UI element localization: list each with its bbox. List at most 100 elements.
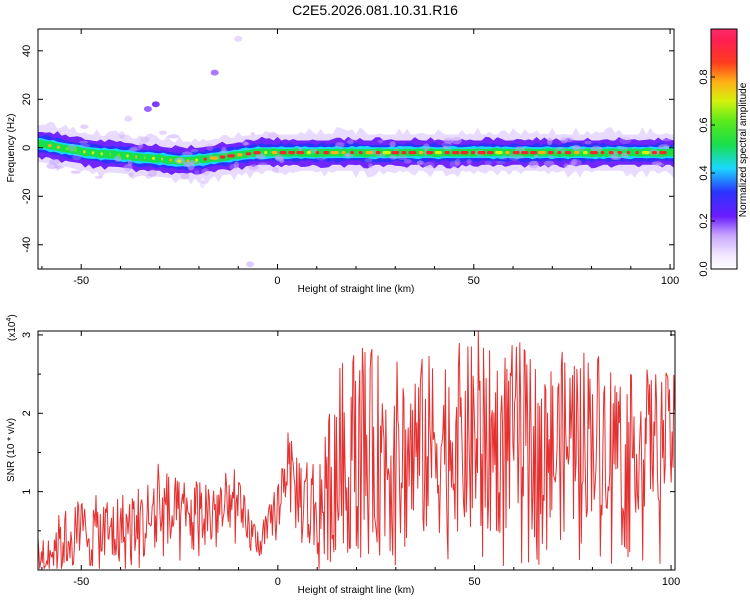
y-tick-label: 2 <box>21 410 33 416</box>
spectral-speckle <box>219 149 229 156</box>
colorbar-tick-label: 0.2 <box>698 213 710 228</box>
spectral-speckle <box>651 161 663 166</box>
spectral-speckle <box>167 134 180 139</box>
amplitude-peak-mark <box>350 151 354 155</box>
spectral-speckle <box>658 144 670 150</box>
spectral-speckle <box>466 158 472 166</box>
spectral-feature <box>143 106 152 112</box>
spectral-speckle <box>345 153 350 158</box>
spectral-speckle <box>443 137 454 144</box>
colorbar-label: Normalized spectral amplitude <box>738 82 749 217</box>
spectral-speckle <box>544 160 555 167</box>
spectral-speckle <box>127 159 133 166</box>
amplitude-peak-mark <box>375 151 381 155</box>
amplitude-peak-mark <box>83 150 86 154</box>
y-tick-label: -40 <box>21 237 33 253</box>
amplitude-peak-mark <box>382 151 391 155</box>
amplitude-peak-mark <box>143 156 146 160</box>
chart-title: C2E5.2026.081.10.31.R16 <box>292 2 458 18</box>
colorbar-tick-label: 0.4 <box>698 165 710 180</box>
spectral-speckle <box>345 152 351 158</box>
y-tick-label: 3 <box>21 332 33 338</box>
spectral-speckle <box>584 140 592 145</box>
amplitude-peak-mark <box>109 152 112 156</box>
spectral-speckle <box>572 144 581 151</box>
spectral-speckle <box>271 167 279 173</box>
amplitude-peak-mark <box>582 151 588 155</box>
spectral-speckle <box>200 180 207 184</box>
spectral-speckle <box>128 172 134 177</box>
spectral-speckle <box>194 169 200 176</box>
amplitude-peak-mark <box>74 148 77 152</box>
colorbar-tick-label: 0.8 <box>698 69 710 84</box>
amplitude-peak-mark <box>391 151 400 155</box>
amplitude-peak-mark <box>444 151 450 155</box>
spectral-speckle <box>201 168 210 176</box>
amplitude-peak-mark <box>245 152 252 156</box>
amplitude-peak-mark <box>495 151 503 155</box>
spectral-speckle <box>347 139 354 145</box>
spectral-speckle <box>233 161 239 169</box>
spectral-speckle <box>389 154 397 160</box>
amplitude-peak-mark <box>530 151 537 155</box>
amplitude-peak-mark <box>161 157 163 161</box>
spectral-speckle <box>416 160 424 165</box>
snr-x-ticks: -50 0 50 100 <box>41 331 680 588</box>
amplitude-peak-mark <box>435 151 442 155</box>
amplitude-peak-mark <box>210 156 218 160</box>
spectral-speckle <box>206 143 214 151</box>
amplitude-peak-mark <box>600 151 605 155</box>
spectral-speckle <box>611 156 621 160</box>
spectral-speckle <box>454 159 461 166</box>
spectral-speckle <box>534 154 539 158</box>
spectral-speckle <box>423 162 435 169</box>
y-tick-label: 40 <box>21 45 33 57</box>
spectral-speckle <box>508 153 521 161</box>
spectral-speckle <box>148 169 157 177</box>
spectral-speckle <box>573 146 585 153</box>
snr-scale-label: (x104) <box>6 314 18 341</box>
spectral-speckle <box>159 130 167 135</box>
spectral-speckle <box>123 164 133 172</box>
spectral-speckle <box>190 149 199 153</box>
amplitude-peak-mark <box>574 151 580 155</box>
amplitude-peak-mark <box>651 151 657 155</box>
spectral-speckle <box>662 138 672 142</box>
amplitude-peak-mark <box>521 151 529 155</box>
amplitude-peak-mark <box>91 151 95 155</box>
spectral-speckle <box>501 155 508 160</box>
amplitude-peak-mark <box>65 147 69 151</box>
amplitude-peak-mark <box>253 151 261 155</box>
amplitude-peak-mark <box>323 151 330 155</box>
amplitude-peak-mark <box>195 158 199 162</box>
spectral-speckle <box>94 175 103 180</box>
amplitude-peak-mark <box>659 151 667 155</box>
svg-text:(x104): (x104) <box>6 314 18 341</box>
amplitude-peak-mark <box>237 153 243 157</box>
spectrogram-x-axis-label: Height of straight line (km) <box>298 284 415 295</box>
amplitude-peak-mark <box>100 152 103 156</box>
amplitude-peak-mark <box>505 151 510 155</box>
spectral-speckle <box>72 153 82 161</box>
spectral-speckle <box>397 154 408 160</box>
spectral-speckle <box>316 157 326 161</box>
amplitude-peak-mark <box>460 151 469 155</box>
spectral-speckle <box>335 142 345 148</box>
amplitude-peak-mark <box>557 151 562 155</box>
x-tick-label: 50 <box>468 576 480 588</box>
spectral-speckle <box>248 164 259 171</box>
amplitude-peak-mark <box>626 151 631 155</box>
amplitude-peak-mark <box>331 151 339 155</box>
x-tick-label: 50 <box>468 275 480 287</box>
spectral-speckle <box>140 136 150 143</box>
amplitude-peak-mark <box>564 151 571 155</box>
spectral-speckle <box>343 153 355 157</box>
spectral-speckle <box>449 160 459 168</box>
y-tick-label: -20 <box>21 188 33 204</box>
spectral-speckle <box>128 147 138 152</box>
amplitude-peak-mark <box>641 151 650 155</box>
spectral-speckle <box>617 146 628 151</box>
amplitude-peak-mark <box>306 151 311 155</box>
snr-scale-end: ) <box>7 314 18 317</box>
colorbar: 0.0 0.2 0.4 0.6 0.8 Normalized spectral ampl… <box>698 28 749 277</box>
